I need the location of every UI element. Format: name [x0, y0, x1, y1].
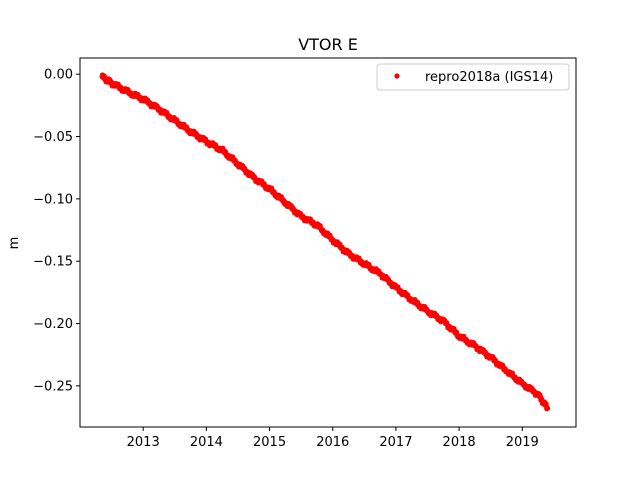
x-tick-label: 2017 — [379, 435, 412, 450]
y-tick-label: −0.20 — [33, 317, 73, 332]
chart-title: VTOR E — [298, 35, 358, 54]
x-tick-label: 2013 — [127, 435, 160, 450]
x-tick-label: 2014 — [190, 435, 223, 450]
y-tick-label: 0.00 — [44, 68, 73, 83]
legend-label: repro2018a (IGS14) — [425, 70, 553, 85]
y-tick-label: −0.10 — [33, 192, 73, 207]
x-tick-label: 2016 — [316, 435, 349, 450]
y-tick-label: −0.05 — [33, 130, 73, 145]
y-axis-label: m — [7, 237, 22, 250]
legend-box — [376, 63, 570, 91]
x-tick-label: 2015 — [253, 435, 286, 450]
x-tick-label: 2018 — [443, 435, 476, 450]
plot-area-frame — [79, 57, 577, 428]
legend-marker — [394, 73, 400, 79]
y-tick-label: −0.25 — [33, 379, 73, 394]
x-axis: 2013 2014 2015 2016 2017 2018 2019 — [127, 427, 539, 450]
x-tick-label: 2019 — [506, 435, 539, 450]
data-point — [544, 405, 551, 411]
data-points — [99, 72, 551, 412]
y-axis: 0.00 −0.05 −0.10 −0.15 −0.20 −0.25 — [33, 68, 80, 394]
legend: repro2018a (IGS14) — [376, 63, 570, 91]
y-tick-label: −0.15 — [33, 255, 73, 270]
